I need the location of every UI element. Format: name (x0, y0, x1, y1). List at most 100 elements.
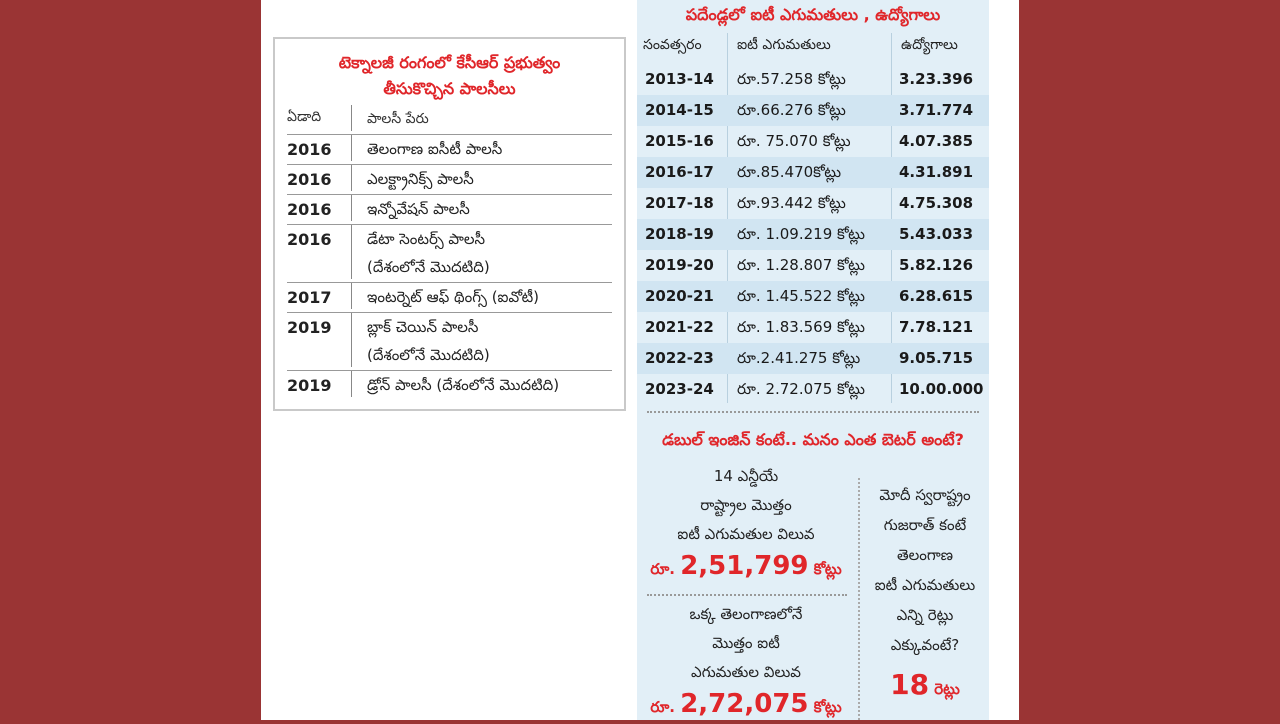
row-jobs: 7.78.121 (899, 318, 974, 336)
row-jobs: 4.31.891 (899, 163, 974, 181)
row-jobs: 9.05.715 (899, 349, 974, 367)
table-row: 2018-19 రూ. 1.09.219 కోట్లు 5.43.033 (637, 219, 989, 250)
policy-row: 2016 ఇన్నోవేషన్ పాలసీ (287, 195, 612, 225)
policy-row: 2019 డ్రోన్ పాలసీ (దేశంలోనే మొదటిది) (287, 371, 612, 401)
policy-name: తెలంగాణ ఐసీటీ పాలసీ (367, 140, 503, 158)
policy-name: డ్రోన్ పాలసీ (దేశంలోనే మొదటిది) (367, 376, 560, 394)
gujarat-line: మోదీ స్వరాష్ట్రం (879, 486, 971, 504)
section-divider (647, 411, 979, 413)
policy-name-note: (దేశంలోనే మొదటిది) (367, 258, 490, 276)
policy-name: ఎలక్ట్రానిక్స్ పాలసీ (367, 170, 474, 188)
row-year: 2021-22 (645, 318, 714, 336)
policies-box: టెక్నాలజీ రంగంలో కేసీఆర్ ప్రభుత్వం తీసుక… (273, 37, 626, 411)
telangana-line: ఒక్క తెలంగాణలోనే (689, 605, 803, 623)
policy-year: 2016 (287, 170, 332, 189)
table-row: 2020-21 రూ. 1.45.522 కోట్లు 6.28.615 (637, 281, 989, 312)
multiplier-number: 18 (890, 668, 930, 701)
table-row: 2014-15 రూ.66.276 కోట్లు 3.71.774 (637, 95, 989, 126)
row-exports: రూ. 75.070 కోట్లు (737, 132, 851, 150)
gujarat-line: ఎక్కువంటే? (890, 636, 960, 654)
column-header-jobs: ఉద్యోగాలు (901, 37, 958, 53)
policy-year: 2016 (287, 140, 332, 159)
row-exports: రూ. 1.28.807 కోట్లు (737, 256, 865, 274)
table-row: 2021-22 రూ. 1.83.569 కోట్లు 7.78.121 (637, 312, 989, 343)
row-exports: రూ.57.258 కోట్లు (737, 70, 846, 88)
telangana-box: ఒక్క తెలంగాణలోనే మొత్తం ఐటీ ఎగుమతుల విలు… (637, 600, 855, 724)
policy-year: 2019 (287, 318, 332, 337)
table-row: 2015-16 రూ. 75.070 కోట్లు 4.07.385 (637, 126, 989, 157)
policy-name: డేటా సెంటర్స్ పాలసీ (367, 230, 486, 248)
gujarat-line: తెలంగాణ (896, 546, 954, 564)
nda-amount-unit: కోట్లు (813, 560, 842, 578)
gujarat-comparison-box: మోదీ స్వరాష్ట్రం గుజరాత్ కంటే తెలంగాణ ఐట… (865, 480, 985, 702)
policy-year: 2017 (287, 288, 332, 307)
row-jobs: 3.71.774 (899, 101, 974, 119)
policy-year: 2019 (287, 376, 332, 395)
policies-title-line2: తీసుకొచ్చిన పాలసీలు (383, 79, 516, 98)
policy-row: 2017 ఇంటర్నెట్ ఆఫ్ థింగ్స్ (ఐవోటీ) (287, 283, 612, 313)
multiplier-unit: రెట్లు (934, 680, 960, 698)
telangana-amount-unit: కోట్లు (813, 698, 842, 716)
table-row: 2016-17 రూ.85.470కోట్లు 4.31.891 (637, 157, 989, 188)
policy-name: ఇన్నోవేషన్ పాలసీ (367, 200, 470, 218)
nda-line: ఐటీ ఎగుమతుల విలువ (677, 525, 815, 543)
box-divider (647, 594, 847, 596)
row-jobs: 3.23.396 (899, 70, 974, 88)
article-graphic: టెక్నాలజీ రంగంలో కేసీఆర్ ప్రభుత్వం తీసుక… (261, 0, 1019, 720)
gujarat-line: ఎన్ని రెట్లు (896, 606, 954, 624)
row-year: 2023-24 (645, 380, 714, 398)
row-exports: రూ.2.41.275 కోట్లు (737, 349, 861, 367)
table-row: 2013-14 రూ.57.258 కోట్లు 3.23.396 (637, 64, 989, 95)
exports-table-header: సంవత్సరం ఐటీ ఎగుమతులు ఉద్యోగాలు (637, 33, 989, 61)
telangana-amount: 2,72,075 (680, 689, 809, 719)
nda-line: 14 ఎన్డీయే (713, 467, 779, 485)
row-year: 2020-21 (645, 287, 714, 305)
nda-amount: 2,51,799 (680, 551, 809, 581)
gujarat-line: గుజరాత్ కంటే (883, 516, 967, 534)
exports-title: పదేండ్లలో ఐటీ ఎగుమతులు , ఉద్యోగాలు (685, 5, 941, 24)
row-jobs: 4.07.385 (899, 132, 974, 150)
row-exports: రూ. 1.83.569 కోట్లు (737, 318, 865, 336)
row-exports: రూ.66.276 కోట్లు (737, 101, 846, 119)
policies-header-row: ఏడాది పాలసీ పేరు (287, 105, 612, 135)
telangana-amount-line: రూ. 2,72,075 కోట్లు (637, 687, 855, 724)
row-year: 2016-17 (645, 163, 714, 181)
row-year: 2017-18 (645, 194, 714, 212)
comparison-title: డబుల్ ఇంజిన్ కంటే.. మనం ఎంత బెటర్ అంటే? (662, 430, 964, 449)
vertical-divider (858, 478, 860, 720)
policy-row: 2016 ఎలక్ట్రానిక్స్ పాలసీ (287, 165, 612, 195)
gujarat-line: ఐటీ ఎగుమతులు (874, 576, 976, 594)
nda-amount-line: రూ. 2,51,799 కోట్లు (637, 549, 855, 586)
row-year: 2013-14 (645, 70, 714, 88)
row-exports: రూ. 1.45.522 కోట్లు (737, 287, 865, 305)
policy-row: 2019 బ్లాక్ చెయిన్ పాలసీ (దేశంలోనే మొదటి… (287, 313, 612, 371)
row-year: 2015-16 (645, 132, 714, 150)
row-exports: రూ. 1.09.219 కోట్లు (737, 225, 865, 243)
table-row: 2019-20 రూ. 1.28.807 కోట్లు 5.82.126 (637, 250, 989, 281)
policy-name-header: పాలసీ పేరు (367, 111, 429, 127)
gujarat-multiplier: 18 రెట్లు (865, 668, 985, 702)
table-row: 2023-24 రూ. 2.72.075 కోట్లు 10.00.000 (637, 374, 989, 405)
telangana-line: ఎగుమతుల విలువ (691, 663, 801, 681)
row-jobs: 10.00.000 (899, 380, 984, 398)
nda-line: రాష్ట్రాల మొత్తం (700, 496, 792, 514)
policies-title-line1: టెక్నాలజీ రంగంలో కేసీఆర్ ప్రభుత్వం (338, 53, 561, 72)
row-year: 2019-20 (645, 256, 714, 274)
column-header-year: సంవత్సరం (643, 37, 702, 53)
row-jobs: 5.82.126 (899, 256, 974, 274)
row-exports: రూ. 2.72.075 కోట్లు (737, 380, 865, 398)
policy-year: 2016 (287, 230, 332, 249)
row-year: 2022-23 (645, 349, 714, 367)
table-row: 2017-18 రూ.93.442 కోట్లు 4.75.308 (637, 188, 989, 219)
nda-amount-prefix: రూ. (650, 560, 675, 578)
row-exports: రూ.93.442 కోట్లు (737, 194, 846, 212)
telangana-line: మొత్తం ఐటీ (712, 634, 780, 652)
policy-row: 2016 తెలంగాణ ఐసీటీ పాలసీ (287, 135, 612, 165)
row-jobs: 4.75.308 (899, 194, 974, 212)
row-year: 2018-19 (645, 225, 714, 243)
row-exports: రూ.85.470కోట్లు (737, 163, 842, 181)
it-exports-panel: పదేండ్లలో ఐటీ ఎగుమతులు , ఉద్యోగాలు సంవత్… (637, 0, 989, 720)
policy-year: 2016 (287, 200, 332, 219)
telangana-amount-prefix: రూ. (650, 698, 675, 716)
policy-name: బ్లాక్ చెయిన్ పాలసీ (367, 318, 479, 336)
